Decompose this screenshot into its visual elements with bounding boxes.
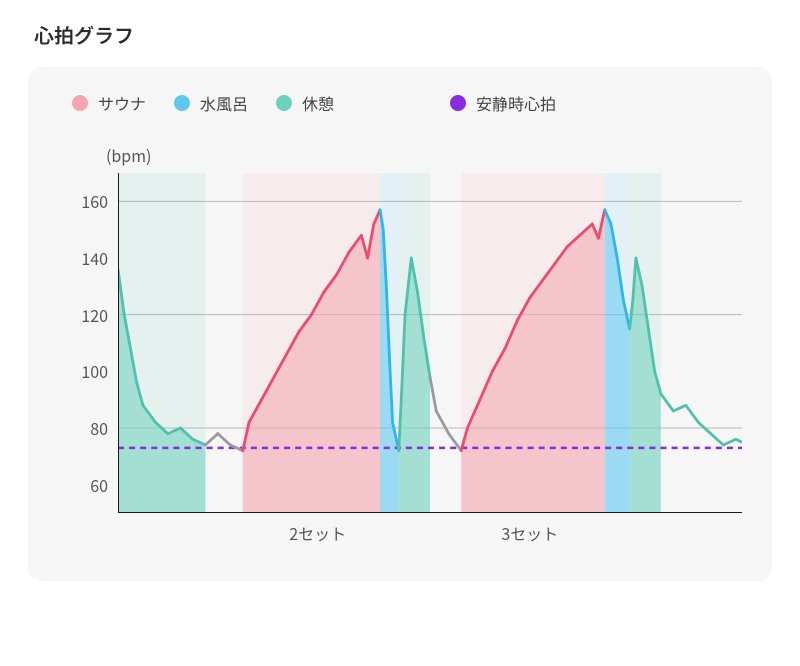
legend-resthr: 安静時心拍 [450, 91, 556, 115]
y-tick-label: 160 [81, 189, 108, 213]
legend-water-dot [174, 95, 190, 111]
plot-area [118, 173, 742, 513]
y-tick-label: 80 [90, 416, 108, 440]
chart-area: 60 80 100 120 140 160 [58, 173, 742, 513]
page-title: 心拍グラフ [34, 20, 772, 49]
y-tick-label: 100 [81, 359, 108, 383]
y-tick-label: 140 [81, 246, 108, 270]
y-axis-labels: 60 80 100 120 140 160 [58, 173, 118, 513]
x-tick-label: 2セット [289, 521, 346, 545]
x-axis-labels: 2セット 3セット [118, 521, 742, 551]
legend-resthr-label: 安静時心拍 [476, 91, 556, 115]
legend: サウナ 水風呂 休憩 安静時心拍 [58, 91, 742, 115]
heart-rate-chart [118, 173, 742, 513]
heart-rate-card: サウナ 水風呂 休憩 安静時心拍 (bpm) 6080100120140160 … [28, 67, 772, 581]
legend-rest: 休憩 [276, 91, 334, 115]
y-tick-label: 120 [81, 303, 108, 327]
y-unit-label: (bpm) [106, 143, 742, 167]
legend-sauna: サウナ [72, 91, 146, 115]
legend-rest-label: 休憩 [302, 91, 334, 115]
legend-resthr-dot [450, 95, 466, 111]
x-tick-label: 3セット [501, 521, 558, 545]
legend-water: 水風呂 [174, 91, 248, 115]
y-tick-label: 60 [90, 473, 108, 497]
legend-sauna-label: サウナ [98, 91, 146, 115]
legend-water-label: 水風呂 [200, 91, 248, 115]
legend-rest-dot [276, 95, 292, 111]
legend-sauna-dot [72, 95, 88, 111]
